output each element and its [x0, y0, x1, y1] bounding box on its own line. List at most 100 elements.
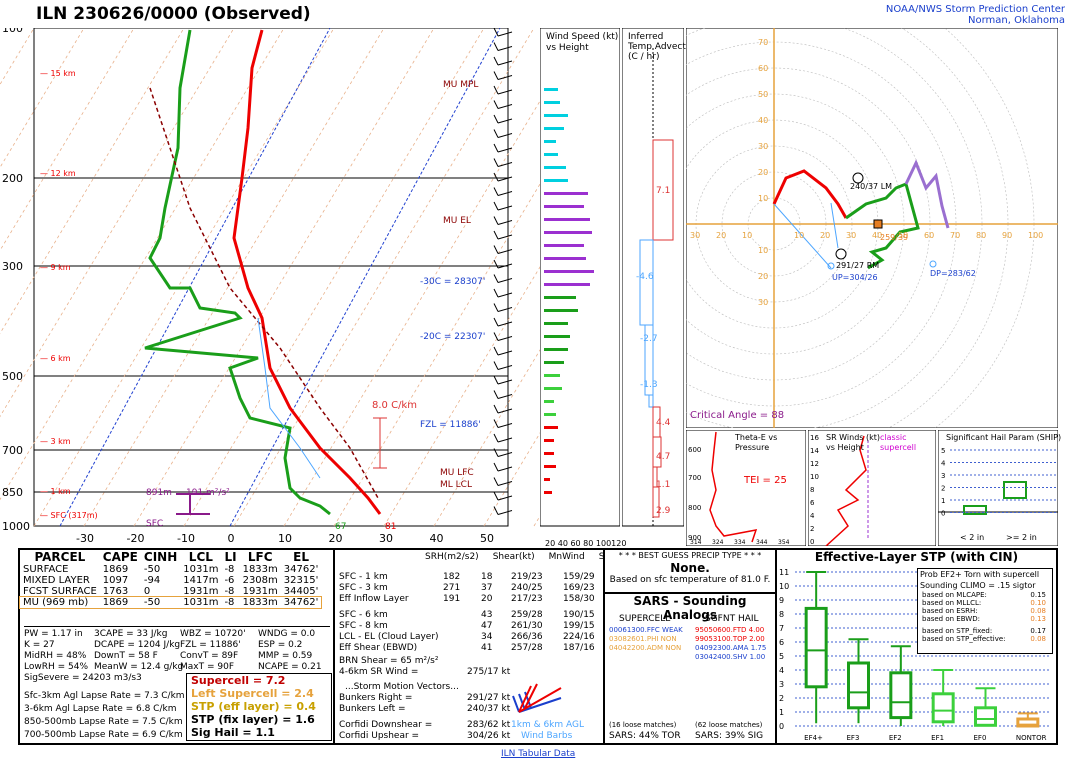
- wind-barb-flag: [493, 71, 499, 80]
- temperature-trace: [232, 29, 382, 515]
- ship-y-label: 1: [941, 497, 945, 505]
- wind-speed-bar: [544, 218, 590, 221]
- sars-hail-item[interactable]: 04092300.AMA 1.75: [695, 644, 767, 652]
- wind-speed-bar: [544, 452, 554, 455]
- sr-wind: 4-6km SR Wind =: [339, 667, 419, 677]
- kin-cell: 191: [443, 594, 461, 604]
- hodograph: 30 20 10 10 20 30 40 50 60 70 80 90 100 70 60 50 40 30 20 1…: [686, 28, 1058, 428]
- index: ESP = 0.2: [258, 640, 303, 650]
- wind-barb-flag: [493, 143, 499, 153]
- sars-hail-item[interactable]: 99053100.TOP 2.00: [695, 635, 765, 643]
- tabular-data-link[interactable]: ILN Tabular Data: [501, 749, 576, 759]
- wind-speed-panel: [540, 28, 620, 527]
- sars-super-item[interactable]: 04042200.ADM NON: [609, 644, 682, 652]
- sars-s2: SARS: 39% SIG: [695, 731, 764, 741]
- stp-y-label: 11: [779, 568, 789, 577]
- wind-barb: [497, 466, 513, 472]
- pressure-tick-label: 500: [2, 370, 23, 383]
- mu-lfc-label: MU LFC: [440, 468, 474, 478]
- cell: 1031m: [183, 564, 219, 575]
- cell: 1833m: [242, 564, 278, 575]
- parcel-row: SURFACE 1869 -50 1031m -8 1833m 34762': [20, 564, 321, 575]
- wind-barb-flag: [493, 448, 499, 457]
- parcel-table: PARCEL CAPE CINH LCL LI LFC EL SURFACE 1869 -50 1…: [18, 550, 323, 609]
- bunkers-left-value: 240/37 kt: [467, 704, 511, 714]
- stp-cat-label: EF3: [847, 734, 860, 742]
- barb-label2: Wind Barbs: [521, 731, 573, 741]
- wind-barb-flag: [493, 419, 499, 428]
- wind-barb-flag: [493, 158, 499, 167]
- srh-label: 191 m²/s²: [186, 488, 230, 498]
- wind-speed-bar: [544, 231, 592, 234]
- temp-adv-subtitle: Temp Advection: [628, 42, 700, 52]
- sars-hail-item[interactable]: 03042400.SHV 1.00: [695, 653, 766, 661]
- wind-speed-bar: [544, 322, 568, 325]
- stp-y-label: 10: [779, 582, 789, 591]
- stp-cat-label: NONTOR: [1016, 734, 1047, 742]
- hodo-x-label: 70: [950, 231, 960, 240]
- parcel-row-selected: MU (969 mb) 1869 -50 1031m -8 1833m 34762': [18, 596, 323, 609]
- cell: -50: [143, 597, 161, 608]
- wind-speed-bar: [544, 244, 584, 247]
- sars-col2: SGFNT HAIL: [705, 614, 759, 624]
- stp-y-label: 8: [779, 610, 784, 619]
- wind-barb: [497, 379, 513, 385]
- stp-prob-row: based on STP_fixed: 0.17: [922, 627, 1052, 635]
- stp-prob-row: based on MLLCL: 0.10: [922, 599, 1052, 607]
- th-cinh: CINH: [143, 550, 178, 564]
- hodo-x-label: 50: [898, 231, 908, 240]
- wind-speed-bar: [544, 166, 566, 169]
- wind-barb: [497, 249, 513, 254]
- up-label: UP=304/26: [832, 273, 878, 282]
- temp-tick-label: -10: [177, 532, 195, 545]
- kin-cell: 159/29: [563, 572, 595, 582]
- hodo-y-label: 30: [758, 298, 768, 307]
- wind-barb-flag: [493, 390, 499, 399]
- ship-y-label: 4: [941, 460, 946, 468]
- cell: 1931m: [242, 586, 278, 597]
- stp-prob-label: based on ESRH:: [922, 607, 978, 615]
- wind-barb-flag: [493, 332, 499, 341]
- bunkers-right-value: 291/27 kt: [467, 693, 511, 703]
- wind-speed-bar: [544, 387, 562, 390]
- wind-speed-bar: [544, 270, 594, 273]
- wind-barb: [497, 118, 513, 124]
- hodo-x-label: 20: [820, 231, 830, 240]
- wind-barb-flag: [493, 433, 499, 443]
- stp-y-label: 7: [779, 624, 784, 633]
- wind-barb: [497, 307, 513, 312]
- wind-barb: [497, 452, 513, 457]
- temp-adv-value: 2.9: [656, 506, 671, 516]
- cell: 1869: [102, 564, 129, 575]
- cell: 1763: [102, 586, 129, 597]
- wind-barb: [497, 263, 513, 269]
- isotherm: [0, 28, 235, 418]
- stp-prob-value: 0.13: [1030, 615, 1046, 623]
- lapse-rate: 700-500mb Lapse Rate = 6.9 C/km: [24, 730, 183, 740]
- kin-cell: SFC - 6 km: [339, 610, 388, 620]
- index: DCAPE = 1204 J/kg: [94, 640, 181, 650]
- corfidi-up-value: 304/26 kt: [467, 731, 511, 741]
- isobars: [34, 28, 508, 527]
- wind-speed-bar: [544, 491, 552, 494]
- stp-prob-label: based on MLCAPE:: [922, 591, 987, 599]
- sigsevere: SigSevere = 24203 m3/s3: [24, 673, 142, 683]
- kin-cell: 182: [443, 572, 461, 582]
- theta-x-label: 334: [734, 539, 746, 546]
- wind-barb: [497, 437, 513, 443]
- sars-super-item[interactable]: 03082601.PHI NON: [609, 635, 677, 643]
- wind-speed-bar: [544, 192, 588, 195]
- sars-hail-item[interactable]: 95050600.FTD 4.00: [695, 626, 765, 634]
- wind-barb: [497, 234, 513, 240]
- stp-prob-row: based on MLCAPE: 0.15: [922, 591, 1052, 599]
- wind-barb-flag: [493, 346, 499, 356]
- wind-speed-title: Wind Speed (kt): [546, 32, 619, 42]
- temp-adv-value: -2.7: [640, 334, 658, 344]
- ship-y-label: 2: [941, 485, 945, 493]
- sars-super-item[interactable]: 00061300.FFC WEAK: [609, 626, 683, 634]
- cell: MIXED LAYER: [23, 575, 90, 586]
- wind-barb-flag: [493, 85, 499, 95]
- temp-adv-value: 7.1: [656, 186, 671, 196]
- stp-prob-value: 0.10: [1030, 599, 1046, 607]
